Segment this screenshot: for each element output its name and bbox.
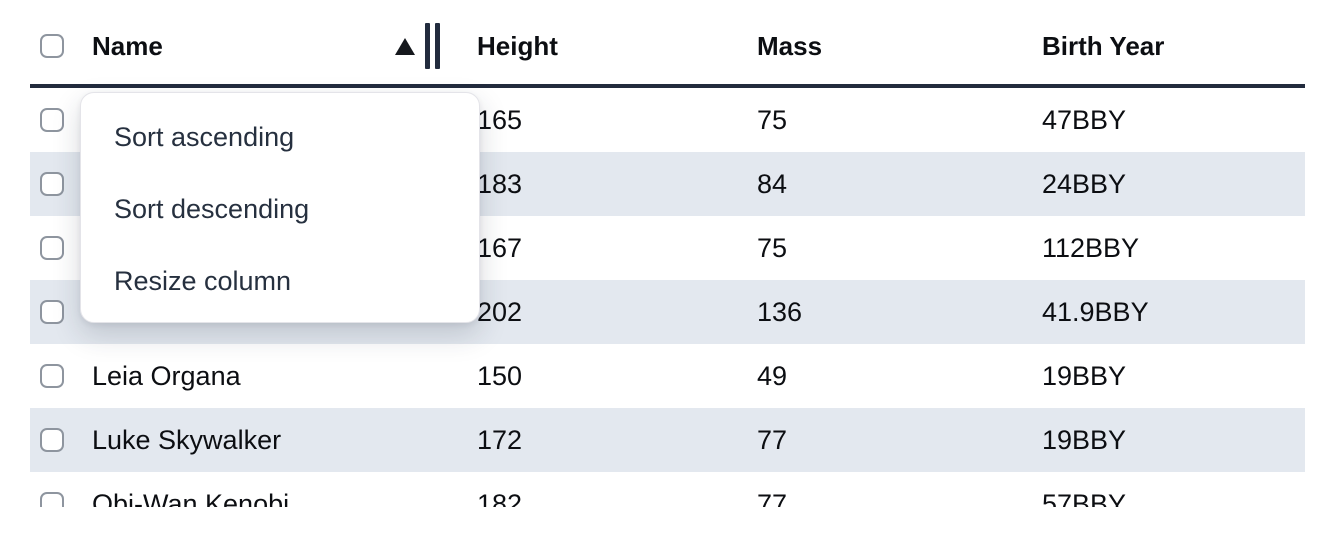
table-row: Luke Skywalker 172 77 19BBY [30, 408, 1305, 472]
header-cell-birth-year[interactable]: Birth Year [1042, 30, 1165, 61]
row-checkbox[interactable] [40, 428, 64, 452]
row-checkbox[interactable] [40, 172, 64, 196]
cell-select [30, 364, 78, 388]
row-checkbox[interactable] [40, 108, 64, 132]
menu-item-sort-ascending[interactable]: Sort ascending [114, 121, 295, 152]
cell-birth-year: 19BBY [1042, 360, 1127, 391]
row-checkbox[interactable] [40, 492, 64, 507]
cell-select [30, 300, 78, 324]
header-cell-height[interactable]: Height [477, 30, 558, 61]
table-row: Leia Organa 150 49 19BBY [30, 344, 1305, 408]
row-checkbox[interactable] [40, 236, 64, 260]
cell-name: Luke Skywalker [92, 424, 282, 455]
table-header-row: Name Height Mass Birth Year [30, 0, 1305, 88]
table-body: 165 75 47BBY 183 84 24BBY 167 75 112BBY … [30, 88, 1305, 507]
column-context-menu: Sort ascending Sort descending Resize co… [80, 92, 480, 323]
row-checkbox[interactable] [40, 364, 64, 388]
menu-item-resize-column[interactable]: Resize column [114, 265, 292, 296]
cell-birth-year: 41.9BBY [1042, 296, 1149, 327]
cell-mass: 77 [757, 488, 788, 508]
cell-select [30, 172, 78, 196]
cell-height: 202 [477, 296, 523, 327]
sort-ascending-icon [395, 37, 415, 55]
table-row: 165 75 47BBY [30, 88, 1305, 152]
cell-select [30, 428, 78, 452]
cell-birth-year: 19BBY [1042, 424, 1127, 455]
cell-name: Obi-Wan Kenobi [92, 488, 290, 508]
header-cell-name[interactable]: Name [78, 23, 455, 69]
column-header-name-label: Name [92, 30, 163, 61]
table-row: 167 75 112BBY [30, 216, 1305, 280]
select-all-checkbox[interactable] [40, 34, 64, 58]
cell-birth-year: 57BBY [1042, 488, 1127, 508]
header-cell-mass[interactable]: Mass [757, 30, 823, 61]
cell-mass: 77 [757, 424, 788, 455]
table-row: 202 136 41.9BBY [30, 280, 1305, 344]
cell-height: 183 [477, 168, 523, 199]
cell-height: 167 [477, 232, 523, 263]
cell-mass: 84 [757, 168, 788, 199]
cell-height: 182 [477, 488, 523, 508]
cell-mass: 136 [757, 296, 803, 327]
cell-birth-year: 24BBY [1042, 168, 1127, 199]
cell-mass: 75 [757, 104, 788, 135]
cell-select [30, 108, 78, 132]
column-resize-handle-icon[interactable] [425, 23, 440, 69]
cell-mass: 49 [757, 360, 788, 391]
cell-name: Leia Organa [92, 360, 241, 391]
table-viewport: Name Height Mass Birth Year 165 75 47BBY [30, 0, 1305, 507]
cell-height: 165 [477, 104, 523, 135]
cell-mass: 75 [757, 232, 788, 263]
cell-select [30, 492, 78, 507]
cell-select [30, 236, 78, 260]
table-row: Obi-Wan Kenobi 182 77 57BBY [30, 472, 1305, 507]
characters-table: Name Height Mass Birth Year 165 75 47BBY [30, 0, 1305, 507]
cell-height: 150 [477, 360, 523, 391]
header-cell-select [30, 34, 78, 58]
cell-birth-year: 47BBY [1042, 104, 1127, 135]
cell-height: 172 [477, 424, 523, 455]
row-checkbox[interactable] [40, 300, 64, 324]
cell-birth-year: 112BBY [1042, 232, 1140, 263]
menu-item-sort-descending[interactable]: Sort descending [114, 193, 310, 224]
